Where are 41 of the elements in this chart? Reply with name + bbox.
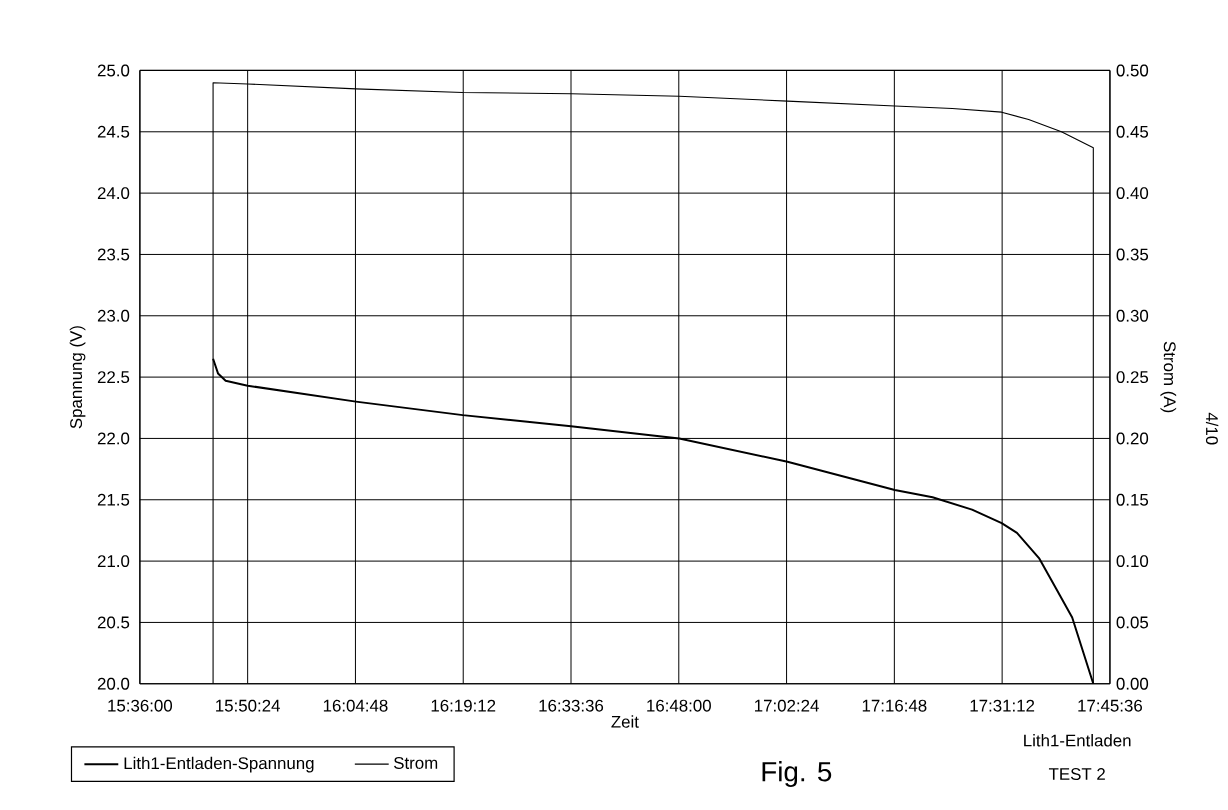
y-tick-label: 22.5 — [97, 371, 130, 384]
x-axis-title: Zeit — [611, 715, 639, 728]
text: 4/10 — [1205, 412, 1219, 445]
y2-tick-label: 0.15 — [1116, 493, 1149, 506]
y-tick-label: 23.5 — [97, 248, 130, 261]
x-tick-label: 17:02:24 — [755, 699, 819, 712]
y-tick-label: 20.5 — [97, 616, 130, 629]
y-tick-label: 21.0 — [97, 555, 130, 568]
y-tick-label: 20.0 — [97, 677, 130, 690]
y2-axis-title: Strom (A) — [1160, 341, 1177, 413]
caption: Fig. 5 — [762, 761, 832, 788]
y2-tick-label: 0.35 — [1116, 248, 1149, 261]
y2-tick-label: 0.45 — [1116, 125, 1149, 138]
x-tick-label: 16:19:12 — [431, 699, 496, 712]
x-tick-label: 16:33:36 — [539, 699, 604, 712]
y2-tick-label: 0.10 — [1116, 555, 1149, 568]
y2-tick-label: 0.25 — [1116, 371, 1149, 384]
y2-tick-label: 0.05 — [1116, 616, 1149, 629]
y-tick-label: 22.0 — [97, 432, 130, 445]
x-tick-label: 17:31:12 — [970, 699, 1035, 712]
x-tick-label: 16:04:48 — [323, 699, 388, 712]
x-tick-label: 17:45:36 — [1078, 699, 1143, 712]
legend-label: Strom — [394, 757, 438, 770]
y2-tick-label: 0.50 — [1116, 64, 1149, 77]
x-tick-label: 15:50:24 — [216, 699, 280, 712]
text: Lith1-Entladen — [1024, 734, 1131, 747]
y2-tick-label: 0.20 — [1116, 432, 1149, 445]
legend-label: Lith1-Entladen-Spannung — [124, 756, 314, 773]
y2-tick-label: 0.30 — [1116, 309, 1149, 322]
y2-tick-label: 0.40 — [1116, 187, 1149, 200]
text: TEST 2 — [1048, 768, 1105, 781]
y-tick-label: 25.0 — [97, 64, 130, 77]
y-axis-title: Spannung (V) — [69, 326, 86, 429]
y-tick-label: 23.0 — [97, 309, 130, 322]
x-tick-label: 16:48:00 — [647, 699, 711, 712]
y-tick-label: 21.5 — [97, 493, 130, 506]
y2-tick-label: 0.00 — [1116, 677, 1149, 690]
y-tick-label: 24.0 — [97, 187, 130, 200]
x-tick-label: 17:16:48 — [862, 699, 927, 712]
y-tick-label: 24.5 — [97, 125, 130, 138]
x-tick-label: 15:36:00 — [108, 699, 173, 712]
